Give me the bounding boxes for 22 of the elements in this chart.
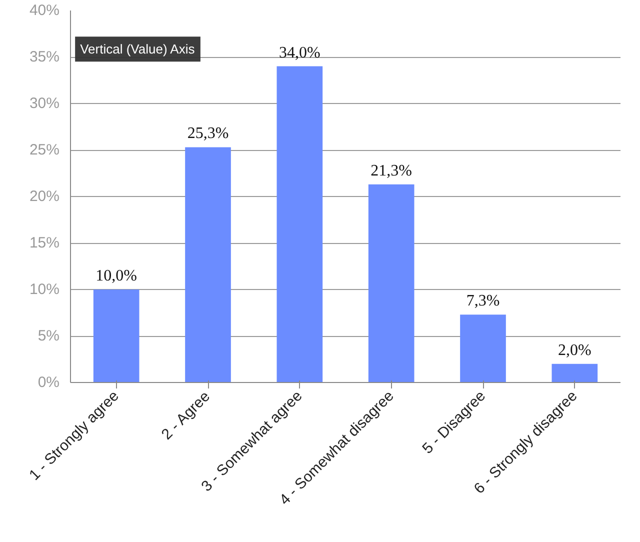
bar xyxy=(368,184,414,382)
data-label: 34,0% xyxy=(279,44,320,62)
data-label: 10,0% xyxy=(96,268,137,284)
y-tick-label: 10% xyxy=(29,281,60,298)
y-tick-label: 15% xyxy=(29,234,60,252)
y-tick-label: 35% xyxy=(29,48,60,66)
data-label: 21,3% xyxy=(370,162,412,180)
y-tick-label: 20% xyxy=(29,188,60,205)
bar xyxy=(185,147,231,382)
bar xyxy=(552,364,598,382)
annotation: Vertical (Value) Axis xyxy=(80,42,196,57)
data-label: 2,0% xyxy=(558,342,592,359)
y-tick-label: 30% xyxy=(29,95,60,112)
y-tick-label: 25% xyxy=(29,142,60,158)
data-label: 7,3% xyxy=(466,292,500,310)
y-tick-label: 0% xyxy=(38,374,60,391)
bar xyxy=(276,66,323,382)
bar xyxy=(460,314,506,382)
y-tick-label: 40% xyxy=(29,2,60,19)
data-label: 25,3% xyxy=(187,125,229,142)
y-tick-label: 5% xyxy=(38,328,60,344)
bar xyxy=(93,290,140,382)
